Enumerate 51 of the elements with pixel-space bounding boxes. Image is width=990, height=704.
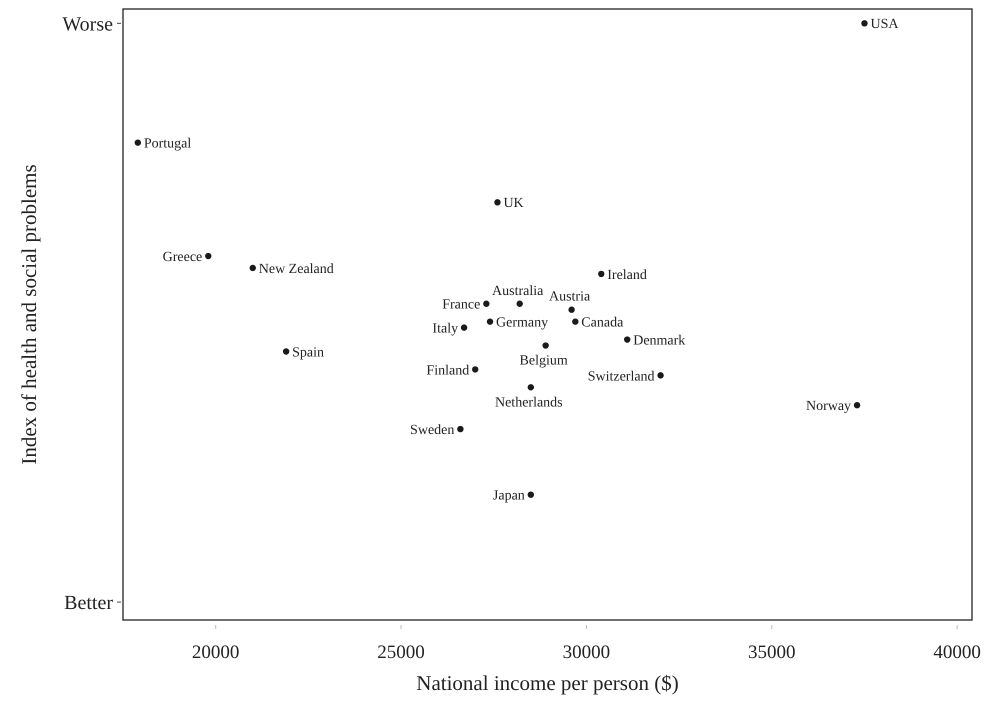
point [572,318,579,325]
text: Better [64,592,114,614]
x-tick-label: 40000 [933,642,981,663]
point [486,318,494,325]
point [494,199,501,206]
annotation: Italy [432,322,458,337]
annotation: UK [503,196,524,212]
point [282,348,290,355]
annotation: Finland [426,363,470,378]
annotation: Spain [292,345,324,360]
point [624,336,630,343]
point [528,491,534,498]
point [205,252,212,260]
point [854,402,860,408]
annotation: Belgium [520,354,568,369]
x-tick-label: 25000 [377,642,425,663]
point [472,366,478,373]
text: Worse [62,13,114,36]
annotation: Norway [806,399,852,414]
annotation: USA [870,17,900,32]
annotation: Austria [548,290,591,305]
y-axis-title: Index of health and social problems [17,164,41,465]
point [861,20,868,27]
point [598,270,604,278]
point [542,342,549,349]
annotation: Portugal [144,136,192,152]
point [483,300,490,307]
point [134,139,142,146]
point [657,372,664,379]
point [568,306,575,313]
point [460,324,468,331]
annotation: Ireland [607,268,647,283]
annotation: Canada [581,316,624,331]
x-tick-label: 30000 [562,642,610,663]
annotation: Switzerland [588,369,655,384]
annotation: Germany [496,316,548,331]
point [250,264,256,272]
annotation: Australia [492,284,544,299]
point [516,300,523,307]
annotation: Sweden [410,422,454,438]
x-tick-label: 20000 [192,642,240,663]
annotation: Greece [162,250,202,265]
point [528,384,534,390]
annotation: Denmark [633,333,686,348]
x-tick-label: 35000 [748,642,796,663]
annotation: France [442,298,480,313]
annotation: New Zealand [258,262,334,277]
x-axis-title: National income per person ($) [416,671,679,695]
annotation: Netherlands [494,395,563,410]
annotation: Japan [492,488,525,504]
point [457,426,464,432]
